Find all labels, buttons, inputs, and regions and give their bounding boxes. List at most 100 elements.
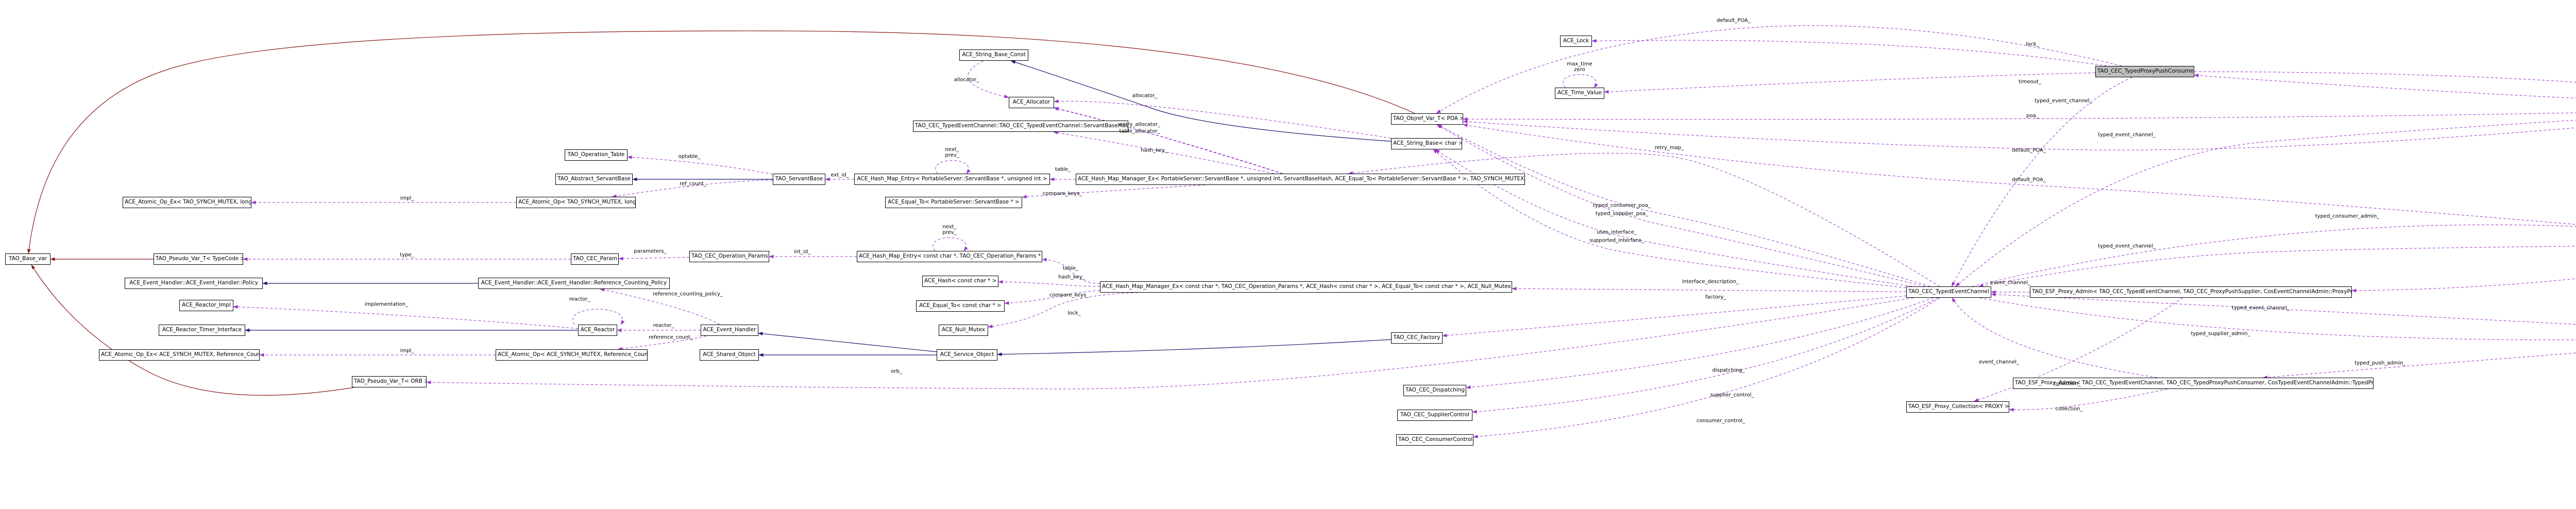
edge-lock_ [988, 292, 1138, 328]
edge-timeout_ [1604, 72, 2096, 94]
class-node[interactable]: TAO_ServantBase [773, 174, 825, 185]
edge-inherit [1010, 60, 1392, 142]
class-node[interactable]: TAO_Pseudo_Var_T< ORB > [352, 376, 427, 387]
edge-consumer_control_ [1473, 297, 1940, 438]
edge-retry_map_ [1348, 152, 1940, 287]
class-node[interactable]: ACE_Event_Handler::ACE_Event_Handler::Po… [125, 278, 263, 289]
edge-supplier_control_ [1472, 297, 1938, 414]
edge-lock_ [1591, 39, 2107, 66]
class-node[interactable]: TAO_CEC_Dispatching [1403, 385, 1466, 396]
class-node[interactable]: ACE_Event_Handler [701, 325, 758, 336]
edge-allocator_ [968, 60, 1009, 98]
class-node[interactable]: ACE_Atomic_Op< TAO_SYNCH_MUTEX, long > [516, 197, 636, 208]
edge-default_POA_ [1463, 123, 2576, 225]
edge-allocator_ [1054, 99, 1392, 139]
edge-implementation_ [233, 305, 579, 329]
edge-typed_event_channel_ [1955, 120, 2576, 287]
edge-typed_event_channel_ [1978, 246, 2576, 287]
edge-entry_allocator_ [1054, 107, 1283, 174]
edge-compare_keys_ [1022, 184, 1205, 199]
class-node[interactable]: ACE_Lock [1560, 36, 1592, 47]
class-node[interactable]: ACE_Atomic_Op_Ex< ACE_SYNCH_MUTEX, Refer… [99, 349, 260, 361]
class-node[interactable]: ACE_Reactor [578, 325, 617, 336]
class-node[interactable]: TAO_Objref_Var_T< POA > [1391, 113, 1463, 125]
class-node[interactable]: TAO_CEC_Param [571, 253, 619, 265]
edge-typed_push_admin_ [2263, 352, 2576, 379]
edge-next_-prev_ [935, 160, 971, 174]
class-node[interactable]: ACE_Null_Mutex [939, 325, 988, 336]
class-node[interactable]: ACE_Service_Object [937, 349, 997, 361]
edge-inherit [758, 332, 937, 352]
edge-orb_ [426, 297, 1914, 389]
edge-typed_consumer_poa_ [1437, 124, 1930, 287]
edge-typed_supplier_poa_ [1436, 124, 1925, 287]
class-node[interactable]: ACE_String_Base< char > [1391, 138, 1462, 149]
edge-hash_key_ [1053, 130, 1274, 174]
edge-collection_ [2009, 388, 2167, 412]
class-node[interactable]: ACE_Hash< const char * > [922, 276, 998, 287]
class-node[interactable]: TAO_ESF_Proxy_Admin< TAO_CEC_TypedEventC… [2013, 378, 2374, 389]
edge-inherit [997, 339, 1392, 357]
edge-dispatching_ [1466, 297, 1934, 389]
class-node[interactable]: ACE_Equal_To< PortableServer::ServantBas… [885, 197, 1022, 208]
edge-table_allocator_ [1054, 107, 1283, 174]
edge-supported_interface_ [1433, 149, 1907, 288]
edge-ref_count_ [612, 179, 773, 198]
edge-compare_keys_ [1004, 290, 1100, 305]
class-node[interactable]: ACE_Hash_Map_Entry< const char *, TAO_CE… [857, 251, 1042, 262]
class-node[interactable]: ACE_Reactor_Timer_Interface [159, 325, 245, 336]
edge-next_-prev_ [933, 237, 968, 251]
edge-typed_supplier_admin_ [1979, 297, 2576, 341]
edge-reference_count_ [617, 335, 707, 351]
class-node[interactable]: TAO_Base_var [5, 253, 50, 265]
class-node[interactable]: ACE_Hash_Map_Manager_Ex< const char *, T… [1100, 281, 1512, 293]
class-node[interactable]: ACE_Event_Handler::ACE_Event_Handler::Re… [478, 278, 670, 289]
edge-table_ [1042, 258, 1100, 284]
edge-reference_counting_policy_ [600, 288, 720, 325]
edge-parameters_ [618, 257, 690, 261]
edge-private [27, 30, 1415, 254]
edge-private [31, 264, 354, 396]
edge-typed_push_admin_ [2351, 278, 2576, 293]
class-node[interactable]: TAO_ESF_Proxy_Collection< PROXY > [1906, 401, 2009, 413]
class-node[interactable]: TAO_CEC_ConsumerControl [1396, 434, 1473, 446]
class-node[interactable]: ACE_Time_Value [1555, 88, 1604, 99]
edge-collection_ [1974, 297, 2183, 402]
class-node[interactable]: ACE_String_Base_Const [959, 49, 1028, 61]
class-node[interactable]: TAO_Operation_Table [565, 149, 628, 161]
class-node[interactable]: ACE_Reactor_Impl [179, 300, 233, 311]
edge-reactor_ [572, 309, 625, 325]
edge-typed_consumer_admin_ [1972, 224, 2576, 287]
edge-uses_interface_ [1435, 149, 1912, 287]
class-node[interactable]: ACE_Atomic_Op< ACE_SYNCH_MUTEX, Referenc… [496, 349, 648, 361]
class-node[interactable]: TAO_CEC_SupplierControl [1397, 410, 1472, 421]
edge-hash_key_ [998, 280, 1100, 287]
class-node[interactable]: ACE_Allocator [1009, 97, 1054, 108]
edge-typed_pp_consumer_ [2194, 74, 2576, 99]
class-node[interactable]: ACE_Equal_To< const char * > [916, 300, 1005, 312]
class-node[interactable]: TAO_CEC_Operation_Params [689, 251, 769, 262]
class-node[interactable]: ACE_Atomic_Op_Ex< TAO_SYNCH_MUTEX, long … [123, 197, 251, 208]
edge-factory_ [1442, 295, 1907, 337]
class-node[interactable]: ACE_Hash_Map_Entry< PortableServer::Serv… [854, 174, 1050, 185]
class-node[interactable]: ACE_Shared_Object [700, 349, 759, 361]
edge-typed_event_channel_ [1991, 293, 2576, 325]
edge-typed_event_channel_ [1951, 77, 2132, 287]
class-node-current[interactable]: TAO_CEC_TypedProxyPushConsumer [2095, 66, 2194, 77]
edge-dsi_impl_ [2194, 71, 2576, 83]
class-node[interactable]: TAO_Abstract_ServantBase [555, 174, 633, 185]
edge-optable_ [627, 155, 773, 175]
edge-interface_description_ [1512, 286, 1907, 292]
class-node[interactable]: ACE_Hash_Map_Manager_Ex< PortableServer:… [1076, 174, 1525, 185]
class-node[interactable]: TAO_Pseudo_Var_T< TypeCode > [154, 253, 243, 265]
edge-default_POA_ [1436, 25, 2122, 114]
edge-max_time-zero [1563, 74, 1598, 88]
class-node[interactable]: TAO_ESF_Proxy_Admin< TAO_CEC_TypedEventC… [2030, 286, 2352, 298]
edge-poa_ [1463, 112, 2576, 121]
class-node[interactable]: TAO_CEC_TypedEventChannel [1906, 286, 1991, 298]
class-node[interactable]: TAO_CEC_TypedEventChannel::TAO_CEC_Typed… [913, 121, 1128, 132]
class-node[interactable]: TAO_CEC_Factory [1391, 332, 1443, 344]
edge-default_POA_ [1463, 120, 2576, 150]
